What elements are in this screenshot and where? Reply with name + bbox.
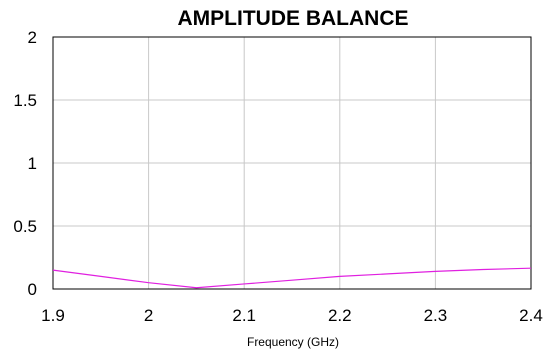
y-tick-label: 0.5	[13, 217, 37, 236]
x-tick-label: 2	[144, 306, 153, 325]
x-tick-label: 1.9	[41, 306, 65, 325]
y-tick-label: 1.5	[13, 91, 37, 110]
y-tick-label: 0	[28, 280, 37, 299]
y-tick-label: 2	[28, 28, 37, 47]
x-tick-label: 2.2	[328, 306, 352, 325]
x-axis-label: Frequency (GHz)	[247, 335, 339, 349]
y-axis-ticks: 0 0.5 1 1.5 2	[13, 28, 37, 299]
x-tick-label: 2.1	[232, 306, 256, 325]
x-tick-label: 2.3	[424, 306, 448, 325]
series-line-0	[52, 267, 532, 289]
x-tick-label: 2.4	[519, 306, 543, 325]
y-tick-label: 1	[28, 154, 37, 173]
grid	[52, 36, 532, 290]
series-layer	[52, 267, 532, 289]
plot-area-frame	[52, 36, 532, 290]
chart-title: AMPLITUDE BALANCE	[178, 7, 409, 30]
x-axis-ticks: 1.9 2 2.1 2.2 2.3 2.4	[41, 306, 543, 325]
